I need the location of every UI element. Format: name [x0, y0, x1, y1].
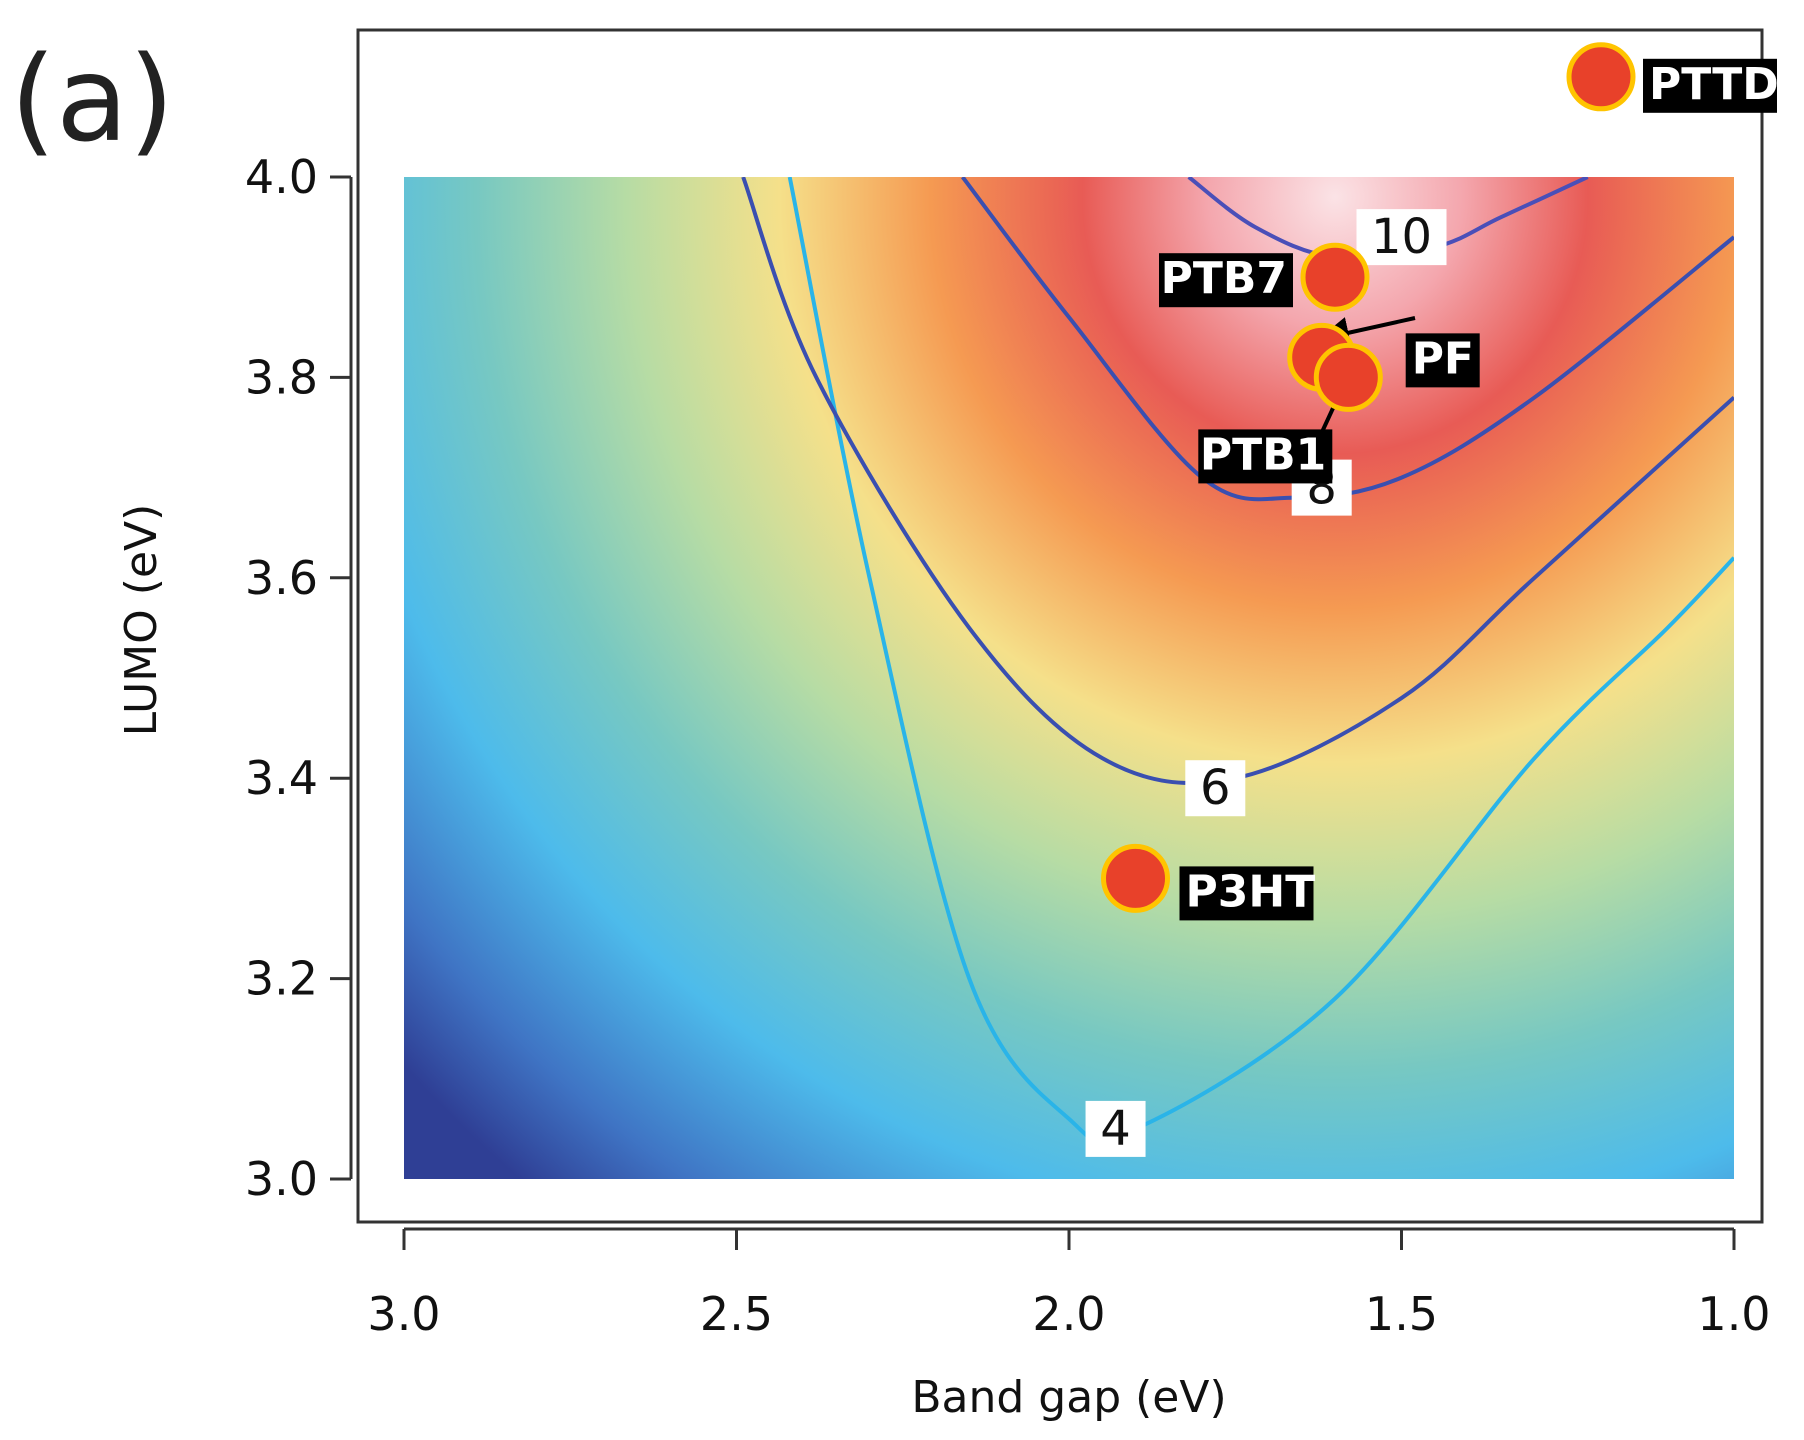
- contour-label-box: [1356, 209, 1447, 266]
- y-tick-label: 4.0: [245, 150, 318, 204]
- point-pttd: [1566, 42, 1636, 112]
- x-axis-label: Band gap (eV): [911, 1372, 1226, 1423]
- point-label-pf: PF: [1412, 333, 1474, 384]
- x-tick-label: 1.0: [1697, 1287, 1770, 1341]
- contour-label-4: 4: [1100, 1101, 1131, 1157]
- point-ptb1: [1313, 342, 1383, 412]
- point-label-pttd: PTTD: [1649, 59, 1779, 110]
- heatmap-area: [404, 177, 1734, 1179]
- point-label-box: [1643, 58, 1777, 113]
- contour-label-6: 6: [1200, 760, 1231, 816]
- data-points: PTTD PTB7 PF PTB1 P3HT: [1101, 42, 1779, 921]
- point-label-box: [1198, 429, 1333, 484]
- point-label-ptb7: PTB7: [1161, 253, 1287, 304]
- y-tick-label: 3.2: [245, 952, 318, 1006]
- point-p3ht: [1101, 843, 1170, 913]
- x-ticks: 3.0 2.5 2.0 1.5 1.0: [367, 1229, 1771, 1341]
- y-tick-label: 3.6: [245, 551, 318, 605]
- point-label-box: [1405, 333, 1480, 388]
- panel-label: (a): [10, 30, 174, 168]
- point-label-ptb1: PTB1: [1200, 429, 1326, 480]
- x-tick-label: 1.5: [1365, 1287, 1438, 1341]
- contour-line-6: [741, 177, 1734, 786]
- point-label-box: [1159, 253, 1293, 308]
- y-tick-label: 3.4: [245, 751, 318, 805]
- contour-label-10: 10: [1371, 209, 1432, 265]
- plot-frame: [356, 28, 1764, 1224]
- x-tick-label: 2.5: [700, 1287, 773, 1341]
- y-tick-label: 3.0: [245, 1152, 318, 1206]
- point-label-p3ht: P3HT: [1186, 866, 1316, 917]
- y-axis-label: LUMO (eV): [116, 504, 167, 737]
- contour-label-box: [1185, 760, 1246, 817]
- point-ptb7: [1300, 242, 1370, 312]
- y-tick-label: 3.8: [245, 350, 318, 404]
- x-tick-label: 3.0: [367, 1287, 440, 1341]
- contour-label-box: [1085, 1100, 1146, 1157]
- point-label-box: [1179, 866, 1314, 921]
- heatmap-fill: [404, 177, 1734, 1179]
- y-ticks: 3.0 3.2 3.4 3.6 3.8 4.0: [245, 150, 351, 1206]
- x-tick-label: 2.0: [1032, 1287, 1105, 1341]
